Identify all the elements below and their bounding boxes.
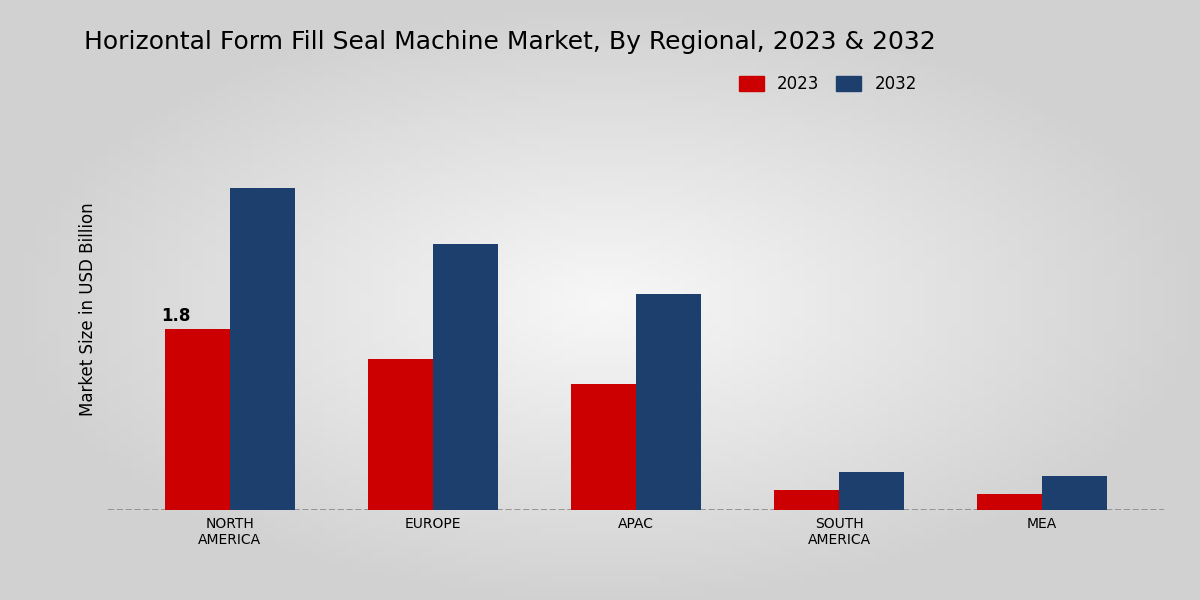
- Bar: [571, 385, 636, 510]
- Bar: [368, 359, 433, 510]
- Bar: [774, 490, 839, 510]
- Bar: [1042, 476, 1108, 510]
- Bar: [636, 294, 701, 510]
- Y-axis label: Market Size in USD Billion: Market Size in USD Billion: [79, 202, 97, 416]
- Bar: [433, 244, 498, 510]
- Legend: 2023, 2032: 2023, 2032: [732, 68, 923, 100]
- Bar: [164, 329, 230, 510]
- Bar: [839, 472, 904, 510]
- Text: Horizontal Form Fill Seal Machine Market, By Regional, 2023 & 2032: Horizontal Form Fill Seal Machine Market…: [84, 30, 936, 54]
- Bar: [230, 188, 295, 510]
- Text: 1.8: 1.8: [161, 307, 190, 325]
- Bar: [977, 494, 1042, 510]
